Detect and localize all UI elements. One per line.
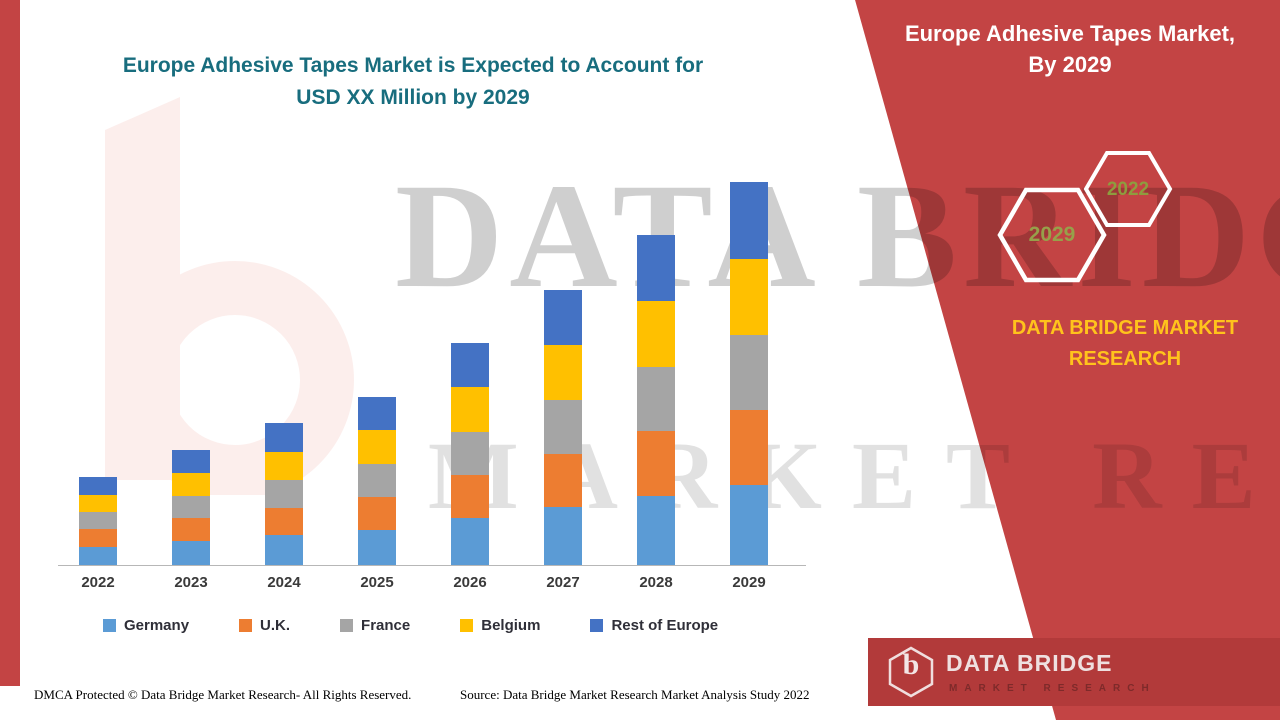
- bar-2024: [265, 423, 303, 565]
- legend-swatch-icon: [103, 619, 116, 632]
- bar-segment-belgium: [451, 387, 489, 432]
- bar-segment-rest-of-europe: [265, 423, 303, 452]
- legend-label: France: [361, 617, 411, 634]
- bar-segment-rest-of-europe: [451, 342, 489, 388]
- legend-label: Rest of Europe: [611, 617, 719, 634]
- logo-hexagon-icon: [886, 646, 936, 703]
- brand-text-line1: DATA BRIDGE MARKET: [1011, 317, 1239, 339]
- bar-segment-belgium: [358, 430, 396, 465]
- x-axis-labels: 2022 2023 2024 2025 2026 2027 2028 2029: [58, 574, 806, 596]
- x-axis-label-2028: 2028: [639, 574, 673, 591]
- bar-segment-france: [451, 431, 489, 476]
- hexagon-graphic: [990, 143, 1186, 304]
- panel-heading: Europe Adhesive Tapes Market, By 2029: [870, 18, 1270, 80]
- bar-2025: [358, 396, 396, 565]
- bar-segment-france: [637, 367, 675, 432]
- legend-item-france: France: [340, 617, 410, 634]
- bar-segment-rest-of-europe: [637, 235, 675, 302]
- legend-item-rest-of-europe: Rest of Europe: [590, 617, 718, 634]
- bar-segment-rest-of-europe: [544, 289, 582, 345]
- bar-segment-belgium: [265, 451, 303, 480]
- logo-name: DATA BRIDGE: [946, 650, 1113, 676]
- legend-item-belgium: Belgium: [460, 617, 540, 634]
- bar-segment-u-k-: [358, 496, 396, 530]
- x-axis-label-2026: 2026: [453, 574, 487, 591]
- legend-label: Germany: [124, 617, 190, 634]
- bar-segment-u-k-: [637, 431, 675, 496]
- hexagon-label-2029: 2029: [1028, 223, 1076, 246]
- x-axis-label-2023: 2023: [174, 574, 208, 591]
- legend-swatch-icon: [239, 619, 253, 632]
- bar-segment-germany: [544, 507, 582, 565]
- legend-item-u-k-: U.K.: [239, 617, 290, 634]
- bar-segment-belgium: [637, 301, 675, 368]
- hexagon-2029-outline: [997, 187, 1107, 283]
- bar-segment-france: [79, 512, 117, 530]
- footer-source: Source: Data Bridge Market Research Mark…: [460, 687, 810, 702]
- legend-swatch-icon: [590, 619, 604, 632]
- bar-segment-u-k-: [265, 507, 303, 536]
- bar-segment-u-k-: [79, 529, 117, 547]
- bar-segment-rest-of-europe: [79, 477, 117, 495]
- legend-swatch-icon: [340, 619, 354, 632]
- bar-segment-u-k-: [544, 453, 582, 508]
- x-axis-label-2024: 2024: [267, 574, 301, 591]
- bar-2028: [637, 235, 675, 565]
- bar-segment-france: [172, 495, 210, 519]
- brand-text-line2: RESEARCH: [1068, 348, 1182, 370]
- bar-2026: [451, 342, 489, 565]
- bar-segment-germany: [637, 495, 675, 565]
- legend-label: U.K.: [260, 617, 291, 634]
- hexagon-2022-outline: [1083, 151, 1173, 227]
- bar-segment-u-k-: [172, 518, 210, 541]
- bar-segment-germany: [172, 540, 210, 565]
- x-axis-label-2025: 2025: [360, 574, 394, 591]
- footer-dmca: DMCA Protected © Data Bridge Market Rese…: [34, 687, 412, 702]
- bar-segment-belgium: [730, 258, 768, 336]
- bar-segment-belgium: [172, 472, 210, 496]
- x-axis-label-2027: 2027: [546, 574, 580, 591]
- chart-title-line2: USD XX Million by 2029: [296, 86, 530, 109]
- bar-segment-germany: [265, 535, 303, 565]
- chart-title-line1: Europe Adhesive Tapes Market is Expected…: [122, 54, 704, 77]
- bar-segment-rest-of-europe: [358, 396, 396, 431]
- bar-segment-belgium: [544, 344, 582, 401]
- panel-heading-line1: Europe Adhesive Tapes Market,: [904, 21, 1236, 46]
- bar-segment-u-k-: [451, 475, 489, 519]
- hexagon-label-2022: 2022: [1106, 179, 1150, 200]
- bar-segment-france: [265, 479, 303, 508]
- logo-letter: b: [902, 648, 920, 681]
- panel-heading-line2: By 2029: [1028, 52, 1112, 77]
- plot-area: [58, 140, 806, 566]
- bar-2023: [172, 449, 210, 565]
- bar-segment-u-k-: [730, 409, 768, 485]
- bar-2029: [730, 182, 768, 565]
- bar-segment-france: [358, 464, 396, 497]
- brand-text: DATA BRIDGE MARKET RESEARCH: [975, 313, 1275, 375]
- bar-segment-france: [730, 335, 768, 410]
- legend-swatch-icon: [460, 619, 474, 632]
- x-axis-label-2029: 2029: [732, 574, 766, 591]
- logo-tagline: MARKET RESEARCH: [949, 683, 1156, 694]
- left-accent-stripe: [0, 0, 20, 686]
- bar-segment-germany: [358, 529, 396, 565]
- logo-band: [868, 638, 1280, 706]
- bar-segment-germany: [730, 484, 768, 565]
- chart-legend: Germany U.K. France Belgium Rest of Europe: [103, 617, 718, 634]
- chart-title: Europe Adhesive Tapes Market is Expected…: [60, 50, 766, 114]
- bar-segment-rest-of-europe: [172, 449, 210, 473]
- bar-segment-belgium: [79, 494, 117, 513]
- bar-segment-rest-of-europe: [730, 182, 768, 259]
- bar-segment-germany: [79, 546, 117, 565]
- bar-2022: [79, 477, 117, 565]
- legend-label: Belgium: [481, 617, 541, 634]
- x-axis-label-2022: 2022: [81, 574, 115, 591]
- legend-item-germany: Germany: [103, 617, 189, 634]
- bar-2027: [544, 289, 582, 565]
- bar-segment-france: [544, 400, 582, 454]
- bar-segment-germany: [451, 518, 489, 565]
